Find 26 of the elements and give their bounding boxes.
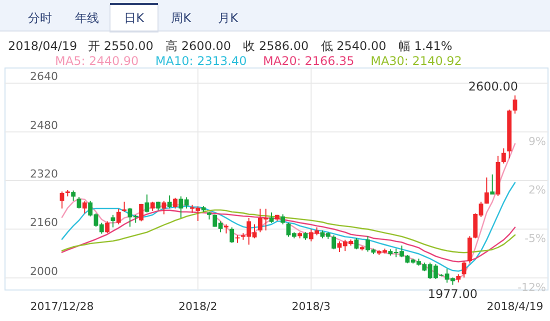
text: 月K — [218, 11, 240, 25]
text: 高 2600.00 — [166, 39, 232, 53]
text: 低 2540.00 — [320, 39, 386, 53]
annotation: 2600.00 — [468, 79, 518, 94]
text: MA20: 2166.35 — [263, 54, 354, 68]
x-tick-label: 2018/3 — [292, 300, 330, 313]
text: MA30: 2140.92 — [370, 54, 462, 68]
text: 幅 1.41% — [398, 39, 452, 53]
y-tick-label: 2640 — [30, 70, 58, 84]
y-tick-label: 2480 — [30, 118, 58, 132]
text: MA5: 2440.90 — [55, 54, 139, 68]
x-tick-label: 2017/12/28 — [30, 300, 94, 313]
text: 周K — [171, 11, 192, 25]
text: 2018/04/19 — [8, 39, 78, 53]
text: 开 2550.00 — [88, 39, 154, 53]
text: 年线 — [75, 11, 99, 25]
text: 日K — [124, 11, 146, 25]
text: 收 2586.00 — [243, 39, 309, 53]
y-tick-label: 2000 — [30, 264, 58, 278]
text: 分时 — [28, 11, 52, 25]
y-tick-label: 2160 — [30, 216, 58, 230]
y-tick-label: 2320 — [30, 168, 58, 181]
x-tick-label: 2018/2 — [178, 300, 218, 313]
annotation: 1977.00 — [428, 286, 478, 301]
text: MA10: 2313.40 — [155, 54, 247, 68]
x-tick-label: 2018/4/19 — [486, 300, 544, 313]
